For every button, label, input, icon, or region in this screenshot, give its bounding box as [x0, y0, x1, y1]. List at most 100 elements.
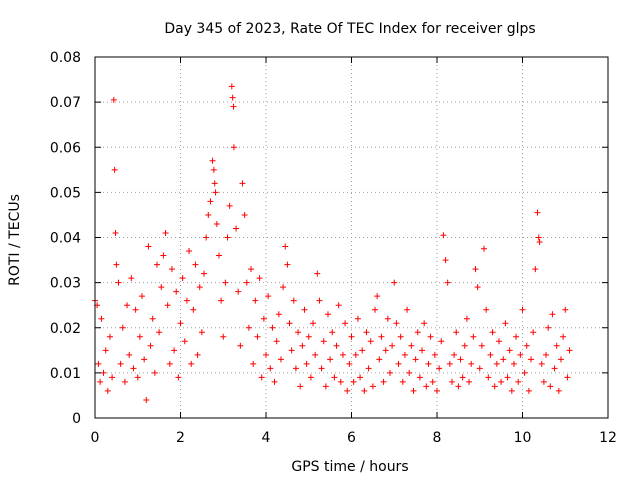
data-point	[335, 302, 342, 309]
data-point	[350, 378, 357, 385]
data-point	[166, 360, 173, 367]
data-point	[547, 383, 554, 390]
data-point	[459, 374, 466, 381]
data-point	[303, 360, 310, 367]
data-point	[173, 288, 180, 295]
data-point	[282, 243, 289, 250]
data-point	[327, 356, 334, 363]
data-point	[404, 306, 411, 313]
data-point	[307, 374, 314, 381]
data-point	[290, 297, 297, 304]
y-tick-label: 0.04	[50, 231, 81, 247]
data-point	[130, 365, 137, 372]
data-point	[97, 378, 104, 385]
data-point	[98, 315, 105, 322]
data-point	[346, 360, 353, 367]
data-point	[434, 387, 440, 394]
data-point	[455, 383, 462, 390]
data-point	[233, 225, 240, 232]
data-point	[115, 279, 122, 286]
data-point	[273, 338, 280, 345]
data-point	[316, 297, 323, 304]
data-point	[139, 293, 146, 300]
data-point	[203, 234, 210, 241]
data-point	[448, 378, 455, 385]
data-point	[258, 374, 265, 381]
data-point	[416, 374, 423, 381]
data-point	[487, 351, 494, 358]
data-point	[239, 180, 246, 187]
data-point	[267, 365, 274, 372]
data-point	[429, 378, 436, 385]
data-point	[357, 374, 364, 381]
data-point	[442, 257, 449, 264]
data-point	[263, 351, 269, 358]
data-point	[523, 342, 530, 349]
data-point	[295, 329, 302, 336]
data-point	[271, 378, 278, 385]
data-point	[372, 306, 379, 313]
data-point	[201, 270, 208, 277]
data-point	[207, 198, 214, 205]
data-point	[260, 315, 267, 322]
data-point	[286, 320, 293, 327]
data-point	[277, 356, 284, 363]
data-point	[297, 383, 304, 390]
data-point	[474, 284, 481, 291]
data-point	[181, 338, 188, 345]
data-point	[339, 351, 346, 358]
data-point	[466, 378, 473, 385]
data-point	[536, 239, 543, 246]
data-point	[491, 383, 498, 390]
data-point	[483, 306, 490, 313]
data-point	[177, 320, 184, 327]
data-point	[389, 342, 396, 349]
data-point	[395, 360, 402, 367]
data-point	[421, 320, 428, 327]
data-point	[322, 383, 329, 390]
data-point	[331, 374, 338, 381]
data-point	[540, 378, 547, 385]
data-point	[515, 378, 522, 385]
data-point	[386, 369, 393, 376]
data-point	[175, 374, 182, 381]
data-point	[557, 356, 564, 363]
y-tick-label: 0.05	[50, 185, 81, 201]
data-point	[481, 245, 488, 252]
data-point	[179, 275, 186, 282]
data-point	[275, 311, 282, 318]
data-point	[423, 383, 430, 390]
data-point	[457, 356, 464, 363]
data-point	[230, 103, 237, 110]
data-point	[485, 374, 492, 381]
data-point	[359, 347, 366, 354]
data-point	[156, 329, 163, 336]
y-tick-label: 0.01	[50, 366, 81, 382]
data-point	[399, 378, 406, 385]
x-tick-label: 12	[599, 430, 617, 446]
data-point	[198, 329, 205, 336]
data-point	[310, 320, 317, 327]
data-point	[446, 360, 453, 367]
data-point	[171, 347, 178, 354]
data-point	[344, 387, 351, 394]
data-point	[361, 387, 368, 394]
data-point	[113, 261, 120, 268]
data-point	[352, 351, 359, 358]
data-point	[213, 220, 220, 227]
data-point	[164, 302, 171, 309]
data-point	[229, 94, 236, 101]
data-point	[192, 261, 199, 268]
data-point	[228, 83, 235, 90]
data-point	[209, 157, 216, 164]
data-point	[510, 360, 517, 367]
data-point	[384, 315, 391, 322]
data-point	[218, 297, 225, 304]
data-point	[147, 342, 154, 349]
data-point	[109, 374, 116, 381]
data-point	[190, 306, 197, 313]
data-point	[545, 324, 552, 331]
data-point	[292, 365, 299, 372]
data-point	[183, 297, 190, 304]
